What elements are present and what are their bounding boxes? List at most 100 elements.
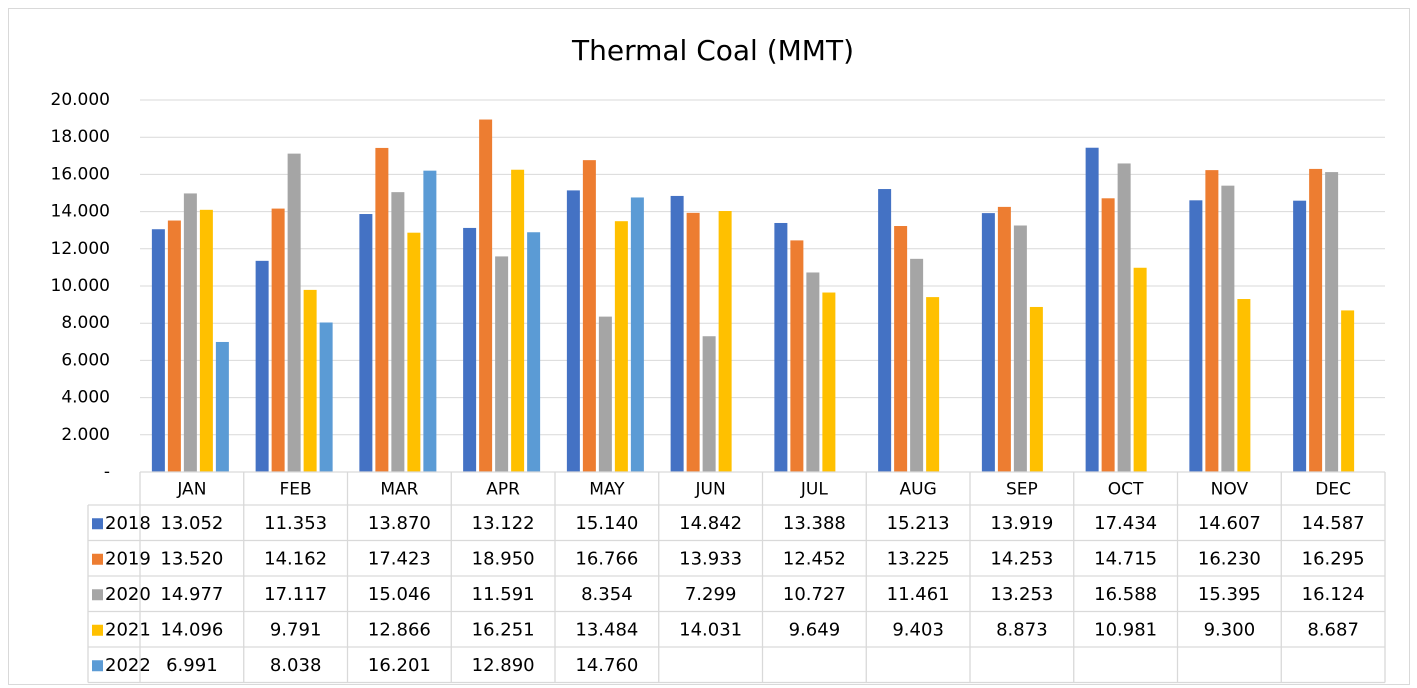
table-value: 14.587 — [1302, 513, 1365, 534]
table-value: 15.046 — [368, 584, 431, 605]
table-value: 12.452 — [783, 548, 846, 569]
bar — [598, 316, 612, 472]
bar — [926, 297, 940, 472]
legend-label: 2022 — [105, 655, 151, 676]
bar — [303, 289, 317, 472]
bar — [359, 214, 373, 472]
bar — [407, 232, 421, 472]
table-value: 13.520 — [160, 548, 223, 569]
bar — [822, 292, 836, 472]
table-value: 12.890 — [472, 655, 535, 676]
bar — [375, 147, 389, 473]
table-value: 16.230 — [1198, 548, 1261, 569]
bar — [718, 211, 732, 472]
table-value: 6.991 — [166, 655, 218, 676]
legend-label: 2019 — [105, 548, 151, 569]
table-value: 9.300 — [1204, 619, 1256, 640]
bar — [1013, 225, 1027, 472]
table-value: 14.842 — [679, 513, 742, 534]
legend-label: 2018 — [105, 513, 151, 534]
y-tick-label: - — [104, 462, 110, 482]
bar — [527, 232, 541, 472]
bar — [686, 212, 700, 473]
x-tick-label: SEP — [1006, 480, 1038, 500]
bar — [806, 272, 820, 472]
x-tick-label: JUN — [695, 480, 726, 500]
table-value: 8.687 — [1307, 619, 1359, 640]
table-value: 13.919 — [990, 513, 1053, 534]
bar — [215, 341, 229, 472]
table-value: 13.253 — [990, 584, 1053, 605]
bar — [582, 160, 596, 472]
table-value: 13.225 — [887, 548, 950, 569]
bar — [319, 322, 333, 472]
bar — [1189, 200, 1203, 472]
table-value: 16.124 — [1302, 584, 1365, 605]
bar — [614, 221, 628, 472]
bar — [255, 260, 269, 472]
x-tick-label: DEC — [1315, 480, 1351, 500]
table-value: 15.213 — [887, 513, 950, 534]
bar — [391, 192, 405, 472]
legend-swatch — [92, 589, 103, 601]
bar — [1101, 198, 1115, 472]
table-value: 14.253 — [990, 548, 1053, 569]
table-value: 9.791 — [270, 619, 322, 640]
bar — [566, 190, 580, 472]
legend-swatch — [92, 518, 103, 530]
bar — [1341, 310, 1355, 472]
bar — [774, 222, 788, 472]
table-value: 14.607 — [1198, 513, 1261, 534]
y-tick-label: 12.000 — [51, 239, 110, 259]
bar — [1029, 306, 1043, 472]
bar — [894, 226, 908, 472]
table-value: 14.715 — [1094, 548, 1157, 569]
x-tick-label: OCT — [1108, 480, 1144, 500]
table-value: 7.299 — [685, 584, 737, 605]
bar — [1205, 170, 1219, 472]
table-value: 14.031 — [679, 619, 742, 640]
table-value: 15.140 — [575, 513, 638, 534]
bar — [183, 193, 197, 472]
table-value: 13.122 — [472, 513, 535, 534]
bar — [1221, 185, 1235, 472]
bar — [790, 240, 804, 472]
table-value: 8.873 — [996, 619, 1048, 640]
y-tick-label: 16.000 — [51, 164, 110, 184]
y-tick-label: 14.000 — [51, 202, 110, 222]
bar — [878, 189, 892, 472]
table-value: 14.162 — [264, 548, 327, 569]
bar — [287, 153, 301, 473]
table-value: 13.052 — [160, 513, 223, 534]
bar — [423, 170, 437, 472]
x-tick-label: AUG — [900, 480, 937, 500]
table-value: 18.950 — [472, 548, 535, 569]
legend-label: 2021 — [105, 619, 151, 640]
bar — [1309, 168, 1323, 472]
y-tick-label: 18.000 — [51, 127, 110, 147]
x-tick-label: APR — [486, 480, 520, 500]
table-value: 11.591 — [472, 584, 535, 605]
bar — [495, 256, 509, 472]
bar — [511, 169, 525, 473]
table-value: 16.588 — [1094, 584, 1157, 605]
chart-title: Thermal Coal (MMT) — [571, 34, 854, 67]
bar — [1133, 267, 1147, 472]
table-value: 13.933 — [679, 548, 742, 569]
table-value: 16.251 — [472, 619, 535, 640]
table-value: 11.353 — [264, 513, 327, 534]
table-value: 9.649 — [789, 619, 841, 640]
y-tick-label: 10.000 — [51, 276, 110, 296]
y-tick-label: 2.000 — [61, 425, 110, 445]
bar — [981, 213, 995, 472]
y-tick-label: 4.000 — [61, 388, 110, 408]
legend-swatch — [92, 553, 103, 565]
bar — [1085, 147, 1099, 472]
bar — [1237, 299, 1251, 472]
y-tick-label: 20.000 — [51, 90, 110, 110]
y-tick-label: 8.000 — [61, 313, 110, 333]
x-tick-label: MAR — [380, 480, 418, 500]
bar — [630, 197, 644, 473]
table-value: 14.977 — [160, 584, 223, 605]
table-value: 10.727 — [783, 584, 846, 605]
